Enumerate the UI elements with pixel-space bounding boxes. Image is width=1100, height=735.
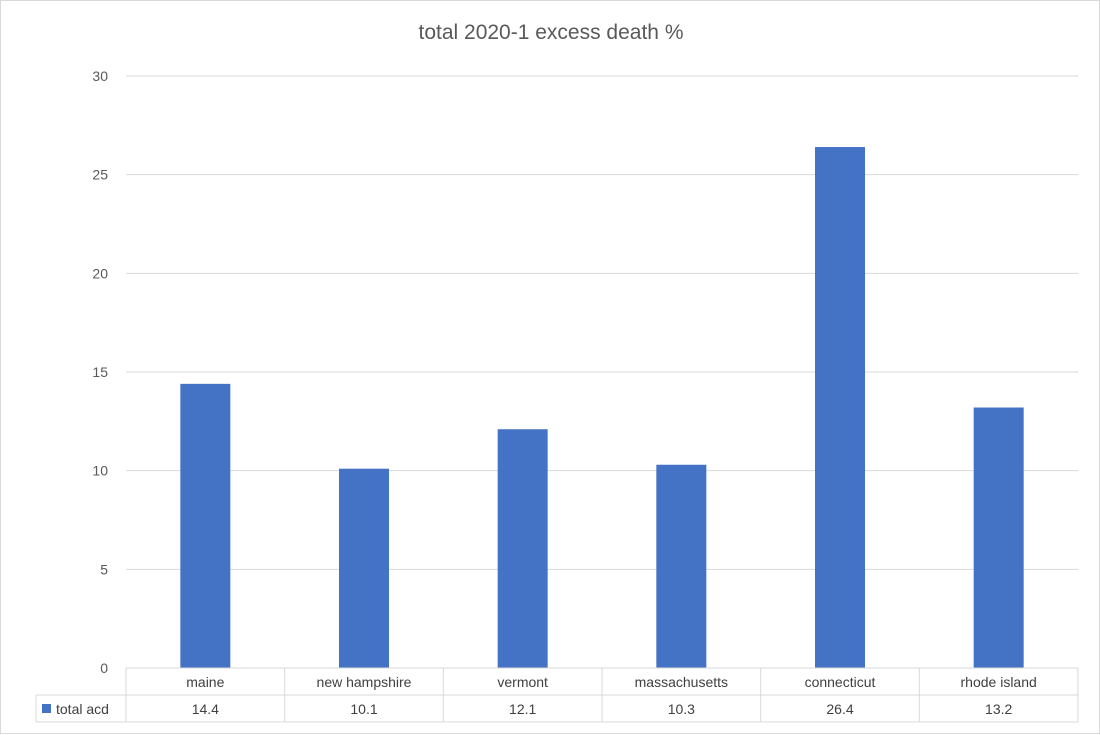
data-table-value: 26.4: [826, 701, 853, 717]
y-tick-label: 25: [92, 167, 108, 183]
data-table: maine 14.4 new hampshire 10.1 vermont 12.1 mas…: [35, 667, 1079, 723]
legend-swatch: [42, 704, 51, 713]
data-table-value: 10.3: [668, 701, 695, 717]
chart-title: total 2020-1 excess death %: [418, 21, 684, 44]
category-label: vermont: [497, 674, 548, 690]
y-tick-label: 0: [100, 660, 108, 676]
data-table-value: 10.1: [350, 701, 377, 717]
category-label: rhode island: [961, 674, 1037, 690]
bar: [815, 147, 865, 669]
y-tick-label: 10: [92, 463, 108, 479]
bar: [339, 468, 389, 668]
legend-label: total acd: [56, 701, 109, 717]
data-table-value: 12.1: [509, 701, 536, 717]
y-tick-label: 5: [100, 561, 108, 577]
y-tick-label: 20: [92, 265, 108, 281]
data-table-value: 14.4: [192, 701, 219, 717]
bar: [973, 407, 1024, 668]
category-label: new hampshire: [317, 674, 412, 690]
category-label: maine: [186, 674, 224, 690]
y-tick-label: 15: [92, 364, 108, 380]
bar: [180, 383, 231, 668]
y-tick-label: 30: [92, 68, 108, 84]
bars: [180, 147, 1024, 669]
y-axis: 0 5 10 15 20 25 30: [92, 68, 108, 676]
bar: [497, 429, 548, 668]
data-table-value: 13.2: [985, 701, 1012, 717]
bar: [656, 464, 707, 668]
category-label: massachusetts: [635, 674, 728, 690]
category-label: connecticut: [805, 674, 876, 690]
gridlines: [126, 75, 1078, 570]
